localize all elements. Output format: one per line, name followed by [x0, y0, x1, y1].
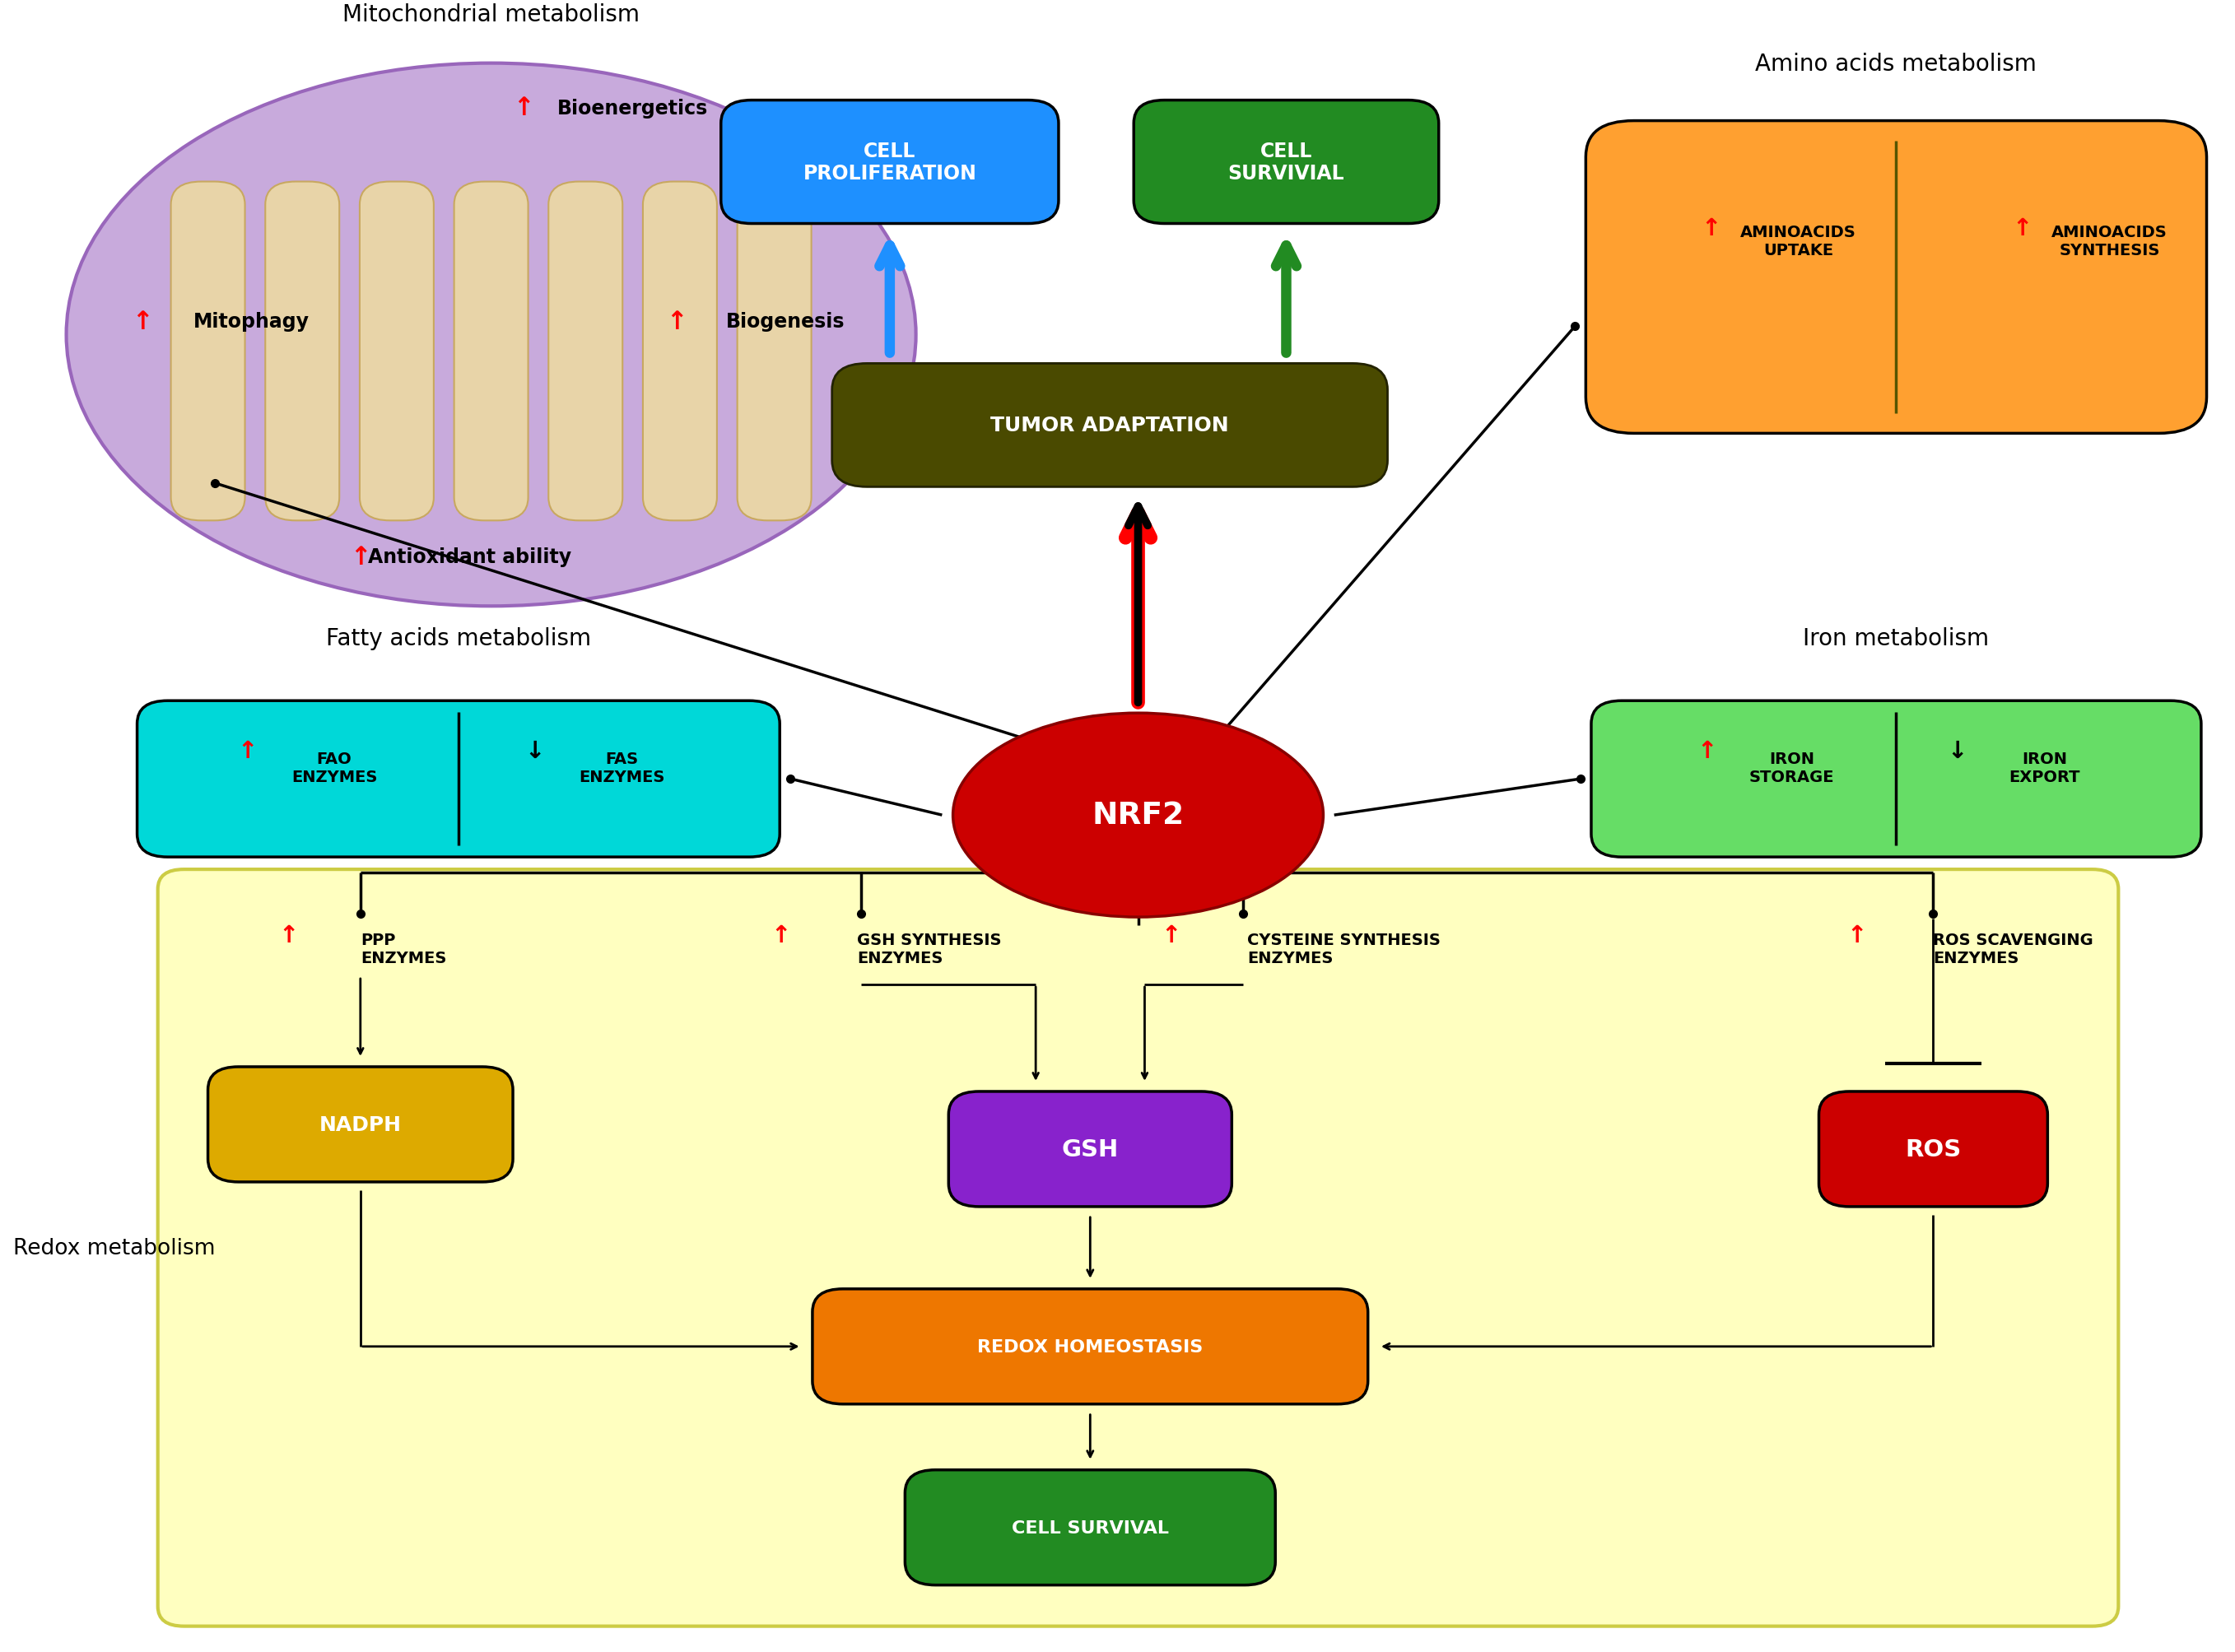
Text: ROS: ROS [1904, 1138, 1962, 1161]
Text: ↓: ↓ [525, 740, 545, 763]
Text: TUMOR ADAPTATION: TUMOR ADAPTATION [990, 416, 1229, 436]
FancyBboxPatch shape [1591, 700, 2201, 857]
Text: ↑: ↑ [1160, 923, 1180, 947]
FancyBboxPatch shape [831, 363, 1388, 487]
Text: PPP
ENZYMES: PPP ENZYMES [360, 932, 447, 965]
Ellipse shape [952, 714, 1323, 917]
Text: CELL
PROLIFERATION: CELL PROLIFERATION [802, 140, 977, 183]
FancyBboxPatch shape [722, 101, 1059, 225]
Text: Amino acids metabolism: Amino acids metabolism [1754, 53, 2036, 76]
FancyBboxPatch shape [948, 1092, 1231, 1208]
Text: ↑: ↑ [132, 311, 152, 334]
Text: ↓: ↓ [1947, 740, 1967, 763]
Text: AMINOACIDS
SYNTHESIS: AMINOACIDS SYNTHESIS [2052, 225, 2168, 258]
FancyBboxPatch shape [1819, 1092, 2047, 1208]
Text: Fatty acids metabolism: Fatty acids metabolism [326, 628, 590, 651]
FancyBboxPatch shape [1133, 101, 1439, 225]
FancyBboxPatch shape [905, 1470, 1276, 1584]
FancyBboxPatch shape [159, 869, 2119, 1626]
Text: NRF2: NRF2 [1093, 801, 1185, 831]
FancyBboxPatch shape [266, 182, 340, 520]
Text: CELL SURVIVAL: CELL SURVIVAL [1012, 1520, 1169, 1536]
Text: IRON
EXPORT: IRON EXPORT [2009, 752, 2081, 785]
Text: ↑: ↑ [2012, 216, 2032, 240]
Text: ↑: ↑ [1701, 216, 1721, 240]
Text: Iron metabolism: Iron metabolism [1804, 628, 1989, 651]
Text: Mitochondrial metabolism: Mitochondrial metabolism [342, 3, 639, 26]
Text: ↑: ↑ [279, 923, 299, 947]
Text: Antioxidant ability: Antioxidant ability [367, 547, 572, 567]
FancyBboxPatch shape [454, 182, 527, 520]
Text: ↑: ↑ [514, 96, 534, 121]
Text: NADPH: NADPH [320, 1115, 402, 1135]
Text: ↑: ↑ [351, 545, 371, 570]
Text: ↑: ↑ [1846, 923, 1866, 947]
Text: ↑: ↑ [237, 740, 257, 763]
Text: ↑: ↑ [1696, 740, 1716, 763]
Text: FAS
ENZYMES: FAS ENZYMES [579, 752, 664, 785]
Text: CYSTEINE SYNTHESIS
ENZYMES: CYSTEINE SYNTHESIS ENZYMES [1247, 932, 1439, 965]
FancyBboxPatch shape [136, 700, 780, 857]
FancyBboxPatch shape [738, 182, 811, 520]
FancyBboxPatch shape [208, 1067, 512, 1183]
Text: Redox metabolism: Redox metabolism [13, 1237, 215, 1259]
Text: Biogenesis: Biogenesis [726, 312, 845, 332]
Text: IRON
STORAGE: IRON STORAGE [1750, 752, 1835, 785]
Text: ↑: ↑ [666, 311, 686, 334]
FancyBboxPatch shape [644, 182, 717, 520]
Text: Mitophagy: Mitophagy [194, 312, 308, 332]
Text: GSH SYNTHESIS
ENZYMES: GSH SYNTHESIS ENZYMES [856, 932, 1001, 965]
Ellipse shape [67, 64, 916, 606]
Text: ↑: ↑ [771, 923, 791, 947]
FancyBboxPatch shape [360, 182, 434, 520]
FancyBboxPatch shape [548, 182, 624, 520]
Text: FAO
ENZYMES: FAO ENZYMES [291, 752, 378, 785]
Text: GSH: GSH [1062, 1138, 1120, 1161]
FancyBboxPatch shape [170, 182, 246, 520]
FancyBboxPatch shape [1587, 121, 2206, 434]
FancyBboxPatch shape [814, 1289, 1368, 1404]
Text: ROS SCAVENGING
ENZYMES: ROS SCAVENGING ENZYMES [1933, 932, 2094, 965]
Text: CELL
SURVIVIAL: CELL SURVIVIAL [1227, 140, 1345, 183]
Text: AMINOACIDS
UPTAKE: AMINOACIDS UPTAKE [1741, 225, 1855, 258]
Text: REDOX HOMEOSTASIS: REDOX HOMEOSTASIS [977, 1338, 1202, 1355]
Text: Bioenergetics: Bioenergetics [557, 99, 708, 119]
